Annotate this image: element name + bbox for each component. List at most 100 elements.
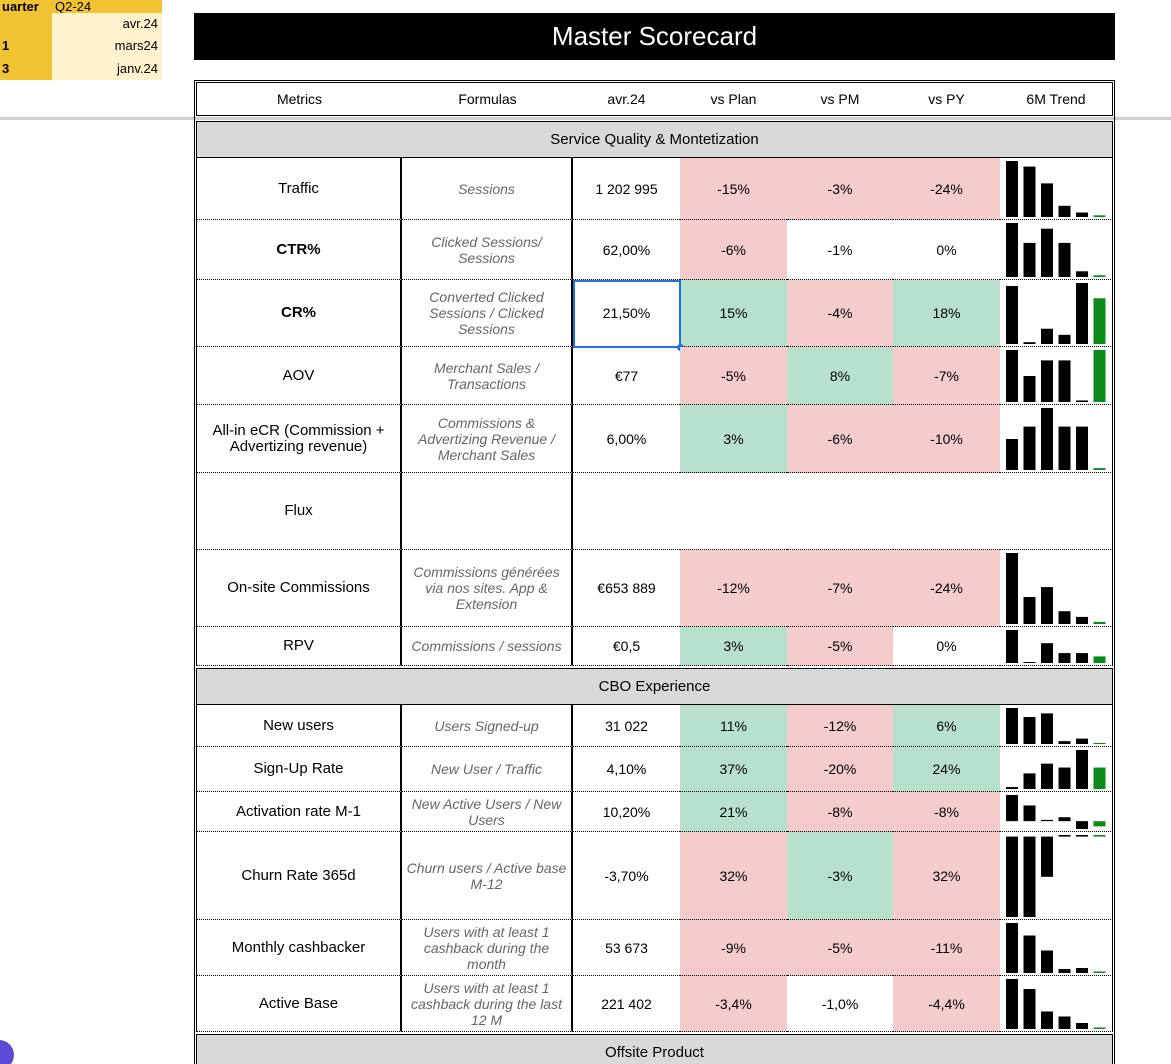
sparkline <box>1006 408 1106 470</box>
trend-bar <box>1023 935 1036 973</box>
trend-bar <box>1076 835 1088 837</box>
variance-cell: -8% <box>893 792 1000 832</box>
formula-cell <box>402 473 573 550</box>
trend-bar <box>1023 805 1036 822</box>
trend-bar <box>1006 923 1018 973</box>
trend-bar <box>1006 708 1018 744</box>
formula-cell: Clicked Sessions/ Sessions <box>402 220 573 280</box>
value-cell: 53 673 <box>573 920 680 976</box>
variance-cell: -6% <box>680 220 787 280</box>
metric-cell: On-site Commissions <box>196 550 402 627</box>
variance-cell: -1,0% <box>787 976 893 1032</box>
sparkline <box>1006 223 1106 277</box>
trend-bar <box>1076 738 1088 744</box>
trend-bar <box>1006 161 1018 217</box>
variance-cell: -11% <box>893 920 1000 976</box>
variance-cell: 37% <box>680 747 787 792</box>
sparkline <box>1006 630 1106 664</box>
trend-bar <box>1058 969 1071 973</box>
trend-bar <box>1058 426 1071 470</box>
column-header: vs PM <box>787 82 893 116</box>
metric-cell: CTR% <box>196 220 402 280</box>
trend-cell <box>1000 550 1113 627</box>
trend-bar <box>1023 342 1036 344</box>
trend-cell <box>1000 705 1113 747</box>
formula-cell: Merchant Sales / Transactions <box>402 347 573 405</box>
trend-bar <box>1058 1016 1071 1029</box>
sparkline <box>1006 795 1106 829</box>
formula-cell: Commissions générées via nos sites. App … <box>402 550 573 627</box>
trend-bar <box>1058 242 1071 277</box>
trend-bar <box>1023 773 1036 789</box>
trend-bar <box>1041 643 1053 663</box>
value-cell: 31 022 <box>573 705 680 747</box>
variance-cell: 6% <box>893 705 1000 747</box>
corner-label: 3 <box>0 57 52 80</box>
corner-value: Q2-24 <box>52 0 162 14</box>
value-cell: 1 202 995 <box>573 158 680 220</box>
trend-bar <box>1023 426 1036 470</box>
variance-cell: -5% <box>680 347 787 405</box>
value-cell: 221 402 <box>573 976 680 1032</box>
section-header: Offsite Product <box>196 1034 1113 1064</box>
variance-cell: 15% <box>680 280 787 347</box>
metric-cell: Active Base <box>196 976 402 1032</box>
column-header: avr.24 <box>573 82 680 116</box>
trend-bar <box>1041 408 1053 470</box>
metric-cell: Monthly cashbacker <box>196 920 402 976</box>
section-header: CBO Experience <box>196 668 1113 705</box>
trend-cell <box>1000 627 1113 666</box>
sparkline <box>1006 923 1106 973</box>
variance-cell: 32% <box>680 832 787 920</box>
trend-bar <box>1041 228 1053 277</box>
trend-bar <box>1093 1027 1106 1029</box>
variance-cell: 32% <box>893 832 1000 920</box>
trend-bar <box>1058 611 1071 624</box>
trend-bar <box>1023 376 1036 402</box>
formula-cell: Churn users / Active base M-12 <box>402 832 573 920</box>
formula-cell: Commissions / sessions <box>402 627 573 666</box>
value-cell: €77 <box>573 347 680 405</box>
trend-bar <box>1041 1011 1053 1029</box>
variance-cell: 0% <box>893 627 1000 666</box>
metric-cell: Churn Rate 365d <box>196 832 402 920</box>
variance-cell: -5% <box>787 627 893 666</box>
trend-bar <box>1023 662 1036 664</box>
trend-bar <box>1041 836 1053 877</box>
trend-bar <box>1093 821 1106 827</box>
variance-cell: 0% <box>893 220 1000 280</box>
trend-bar <box>1041 819 1053 822</box>
sparkline <box>1006 553 1106 624</box>
trend-bar <box>1093 350 1106 402</box>
trend-bar <box>1006 286 1018 344</box>
metric-cell: Activation rate M-1 <box>196 792 402 832</box>
trend-bar <box>1041 360 1053 402</box>
trend-bar <box>1006 223 1018 277</box>
metric-cell: All-in eCR (Commission + Advertizing rev… <box>196 405 402 473</box>
trend-bar <box>1023 242 1036 277</box>
trend-bar <box>1076 212 1088 217</box>
trend-bar <box>1041 328 1053 344</box>
trend-bar <box>1006 836 1018 917</box>
variance-cell: 3% <box>680 405 787 473</box>
trend-bar <box>1006 350 1018 402</box>
trend-bar <box>1093 971 1106 973</box>
trend-bar <box>1006 979 1018 1029</box>
variance-cell: -9% <box>680 920 787 976</box>
trend-cell <box>1000 280 1113 347</box>
metric-cell: Flux <box>196 473 402 550</box>
corner-label <box>0 13 52 35</box>
variance-cell: -7% <box>893 347 1000 405</box>
trend-bar <box>1058 767 1071 789</box>
variance-cell: -3% <box>787 158 893 220</box>
formula-cell: Sessions <box>402 158 573 220</box>
variance-cell: -12% <box>680 550 787 627</box>
trend-cell <box>1000 920 1113 976</box>
formula-cell: Converted Clicked Sessions / Clicked Ses… <box>402 280 573 347</box>
sparkline <box>1006 283 1106 344</box>
trend-cell <box>1000 747 1113 792</box>
variance-cell: -12% <box>787 705 893 747</box>
column-header: 6M Trend <box>1000 82 1113 116</box>
metric-cell: Sign-Up Rate <box>196 747 402 792</box>
variance-cell: 3% <box>680 627 787 666</box>
